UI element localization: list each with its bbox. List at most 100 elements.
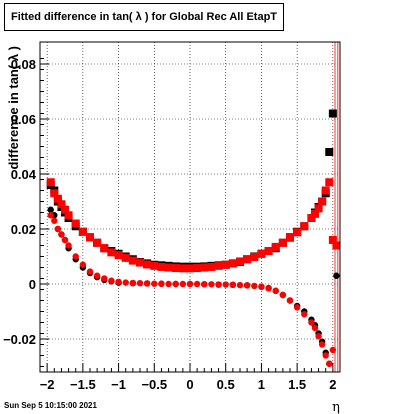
square-marker <box>164 263 173 272</box>
square-marker <box>332 241 341 250</box>
vertical-lines <box>334 42 339 372</box>
circle-marker <box>193 280 201 288</box>
circle-marker <box>186 280 194 288</box>
square-marker <box>171 264 180 273</box>
circle-marker <box>322 352 329 359</box>
circle-marker <box>179 280 187 288</box>
circle-marker <box>129 279 137 287</box>
x-tick-label: −2 <box>40 377 55 392</box>
y-tick-label: 0 <box>29 277 36 292</box>
square-marker <box>86 233 94 242</box>
square-marker <box>243 255 252 264</box>
square-marker <box>214 261 223 270</box>
circle-marker <box>122 279 129 286</box>
circle-marker <box>318 341 326 348</box>
circle-marker <box>301 311 308 318</box>
square-marker <box>278 238 287 247</box>
x-tick-label: 1.5 <box>288 377 306 392</box>
x-tick-label: 1 <box>258 377 265 392</box>
square-marker <box>311 209 319 218</box>
square-marker <box>114 251 123 260</box>
square-marker <box>157 262 166 271</box>
circle-marker <box>54 225 62 233</box>
circle-marker <box>222 281 229 288</box>
square-marker <box>325 178 334 187</box>
circle-marker <box>115 278 122 285</box>
circle-marker <box>236 281 244 289</box>
square-marker <box>300 222 309 231</box>
x-tick-label: −0.5 <box>141 377 167 392</box>
square-marker <box>321 186 330 195</box>
square-marker <box>250 253 259 262</box>
square-marker <box>107 248 116 257</box>
square-marker <box>207 262 216 271</box>
circle-marker <box>72 253 79 260</box>
circle-marker <box>308 319 315 326</box>
circle-marker <box>136 279 144 287</box>
y-tick-label: 0.04 <box>11 167 37 182</box>
square-marker <box>200 263 209 272</box>
circle-marker <box>93 272 101 279</box>
circle-marker <box>326 360 333 367</box>
square-marker <box>286 233 294 242</box>
square-marker <box>318 197 327 206</box>
circle-marker <box>333 272 340 279</box>
square-marker <box>293 228 302 237</box>
square-marker <box>71 219 80 228</box>
y-tick-label: 0.02 <box>11 222 36 237</box>
square-marker <box>271 242 280 251</box>
circle-marker <box>165 280 172 288</box>
grid <box>40 42 340 372</box>
circle-marker <box>158 280 165 287</box>
circle-marker <box>293 304 301 311</box>
square-marker <box>121 253 130 262</box>
square-marker <box>307 214 316 222</box>
circle-marker <box>251 282 258 290</box>
circle-marker <box>86 268 94 275</box>
square-marker <box>314 204 323 213</box>
circle-marker <box>201 281 208 288</box>
square-marker <box>128 256 137 265</box>
x-tick-label: 0.5 <box>217 377 235 392</box>
circle-marker <box>279 291 287 299</box>
square-marker <box>178 264 187 273</box>
y-axis-label: difference in tan( λ ) <box>6 46 21 170</box>
square-marker <box>136 258 144 267</box>
circle-marker <box>215 281 222 288</box>
square-marker <box>257 249 266 258</box>
circle-marker <box>101 275 108 282</box>
square-marker <box>221 260 230 269</box>
y-tick-label: 0.06 <box>11 112 36 127</box>
square-marker <box>228 259 237 268</box>
circle-marker <box>243 282 251 289</box>
circle-marker <box>65 242 72 249</box>
circle-marker <box>151 280 158 287</box>
x-axis-label: η <box>332 400 340 414</box>
circle-marker <box>258 283 265 290</box>
circle-marker <box>229 281 237 289</box>
circle-marker <box>108 277 115 284</box>
circle-marker <box>58 231 65 238</box>
square-marker <box>328 236 337 244</box>
circle-marker <box>61 236 69 244</box>
axes: −2 −1.5 −1 −0.5 0 0.5 1 1.5 2 −0.02 0 0.02 0.04 0.06 0… <box>3 57 336 392</box>
circle-marker <box>143 280 151 287</box>
circle-marker <box>286 297 294 304</box>
circle-marker <box>311 324 319 332</box>
square-marker <box>328 109 337 118</box>
circle-marker <box>47 212 54 219</box>
square-marker <box>46 178 55 187</box>
timestamp: Sun Sep 5 10:15:00 2021 <box>4 401 97 410</box>
x-tick-label: −1.5 <box>70 377 96 392</box>
circle-marker <box>51 217 58 224</box>
square-marker <box>150 261 159 270</box>
circle-marker <box>79 261 87 268</box>
circle-marker <box>265 285 272 292</box>
square-marker <box>61 205 69 214</box>
circle-marker <box>329 346 337 354</box>
circle-marker <box>172 280 179 288</box>
square-marker <box>236 257 244 266</box>
square-marker <box>325 148 334 156</box>
square-marker <box>53 194 62 203</box>
